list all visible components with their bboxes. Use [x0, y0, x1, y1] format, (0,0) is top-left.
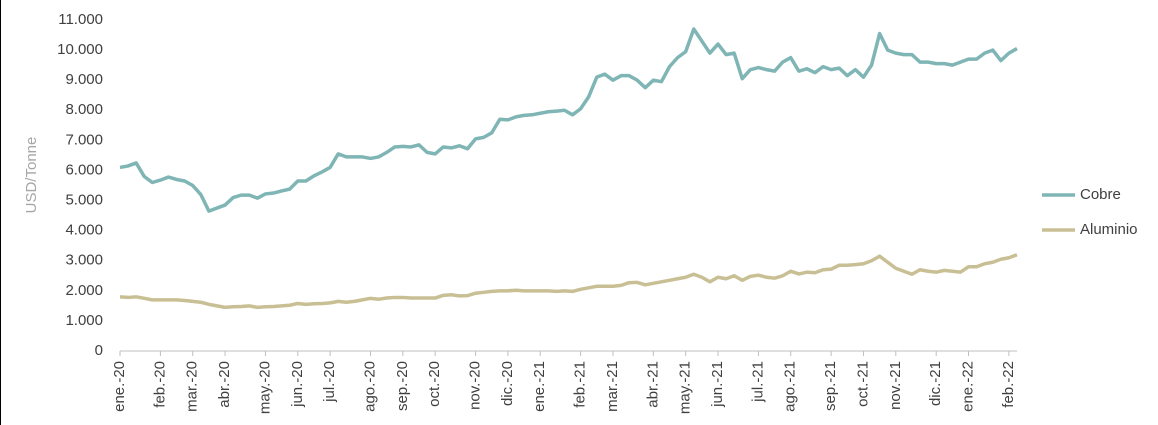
x-tick-label: feb.-22	[1000, 361, 1017, 408]
x-tick-label: feb.-21	[572, 361, 589, 408]
x-tick-label: ago.-21	[782, 361, 799, 412]
x-tick-label: abr.-20	[216, 361, 233, 408]
y-tick-label: 1.000	[65, 312, 103, 329]
series-line	[119, 253, 1018, 310]
x-tick-label: abr.-21	[644, 361, 661, 408]
x-tick-label: may.-21	[677, 361, 694, 414]
x-tick-label: oct.-20	[426, 361, 443, 407]
x-tick-label: jul.-20	[321, 361, 338, 403]
y-tick-label: 5.000	[65, 192, 103, 209]
x-tick-label: nov.-20	[467, 361, 484, 410]
y-tick-label: 2.000	[65, 282, 103, 299]
y-tick-label: 0	[95, 342, 103, 359]
y-tick-label: 4.000	[65, 222, 103, 239]
series-line	[119, 27, 1018, 213]
x-tick-label: dic.-20	[499, 361, 516, 406]
x-tick-label: ene.-20	[111, 361, 128, 412]
y-tick-label: 3.000	[65, 252, 103, 269]
legend-label: Aluminio	[1080, 221, 1138, 238]
x-tick-label: nov.-21	[887, 361, 904, 410]
x-tick-label: jul.-21	[749, 361, 766, 403]
x-tick-label: mar.-21	[604, 361, 621, 412]
y-tick-label: 8.000	[65, 101, 103, 118]
x-tick-label: may.-20	[256, 361, 273, 414]
y-tick-label: 10.000	[57, 41, 103, 58]
y-axis-title: USD/Tonne	[23, 137, 40, 214]
x-tick-label: oct.-21	[854, 361, 871, 407]
x-tick-label: ene.-22	[959, 361, 976, 412]
x-tick-label: sep.-21	[822, 361, 839, 411]
x-tick-label: jun.-20	[289, 361, 306, 408]
x-tick-label: dic.-21	[927, 361, 944, 406]
x-tick-label: feb.-20	[151, 361, 168, 408]
x-tick-label: mar.-20	[184, 361, 201, 412]
y-tick-label: 9.000	[65, 71, 103, 88]
y-tick-label: 11.000	[58, 11, 103, 28]
x-tick-label: ago.-20	[361, 361, 378, 412]
y-tick-label: 6.000	[65, 161, 103, 178]
y-tick-label: 7.000	[65, 131, 103, 148]
x-tick-label: sep.-20	[394, 361, 411, 411]
legend-label: Cobre	[1080, 186, 1121, 203]
x-tick-label: ene.-21	[531, 361, 548, 412]
x-tick-label: jun.-21	[709, 361, 726, 408]
